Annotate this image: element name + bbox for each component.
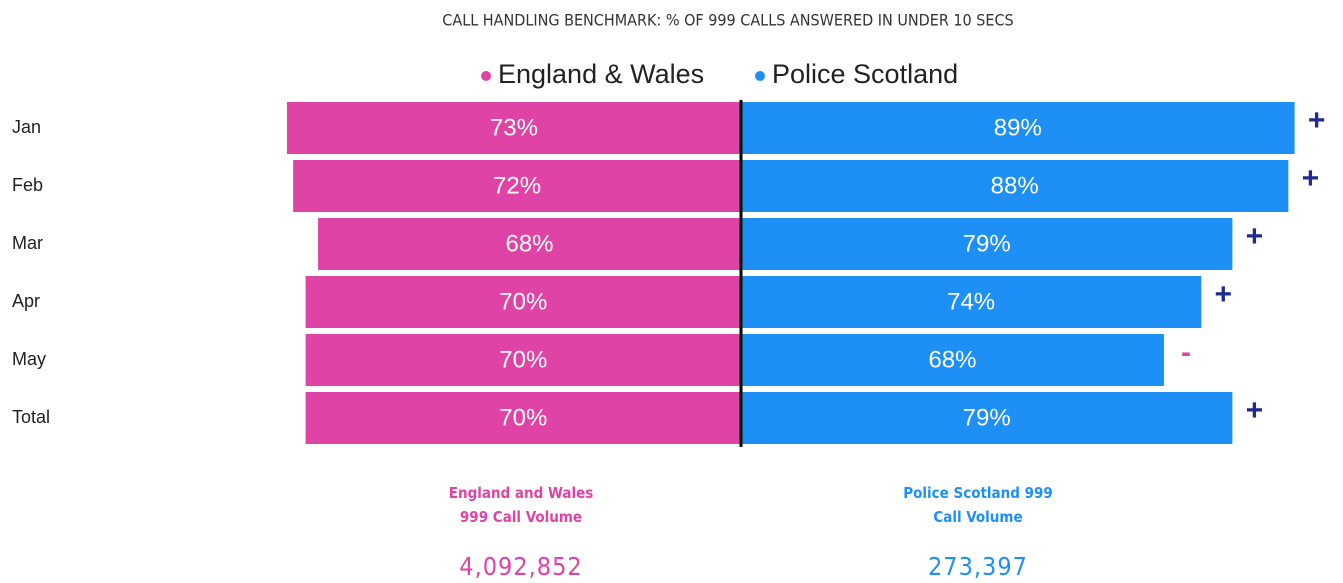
card-title: England and Wales 999 Call Volume [448,484,594,526]
card-value: 273,397 [928,552,1028,581]
y-tick-label: Mar [12,233,43,253]
y-tick-label: Total [12,407,50,427]
bar [286,102,741,154]
legend-label: Police Scotland [772,59,958,89]
bar [741,334,1164,386]
bar [741,160,1289,212]
card-value: 4,092,852 [459,552,583,581]
y-tick-label: Apr [12,291,40,311]
chart-title: CALL HANDLING BENCHMARK: % OF 999 CALLS … [442,11,1013,30]
data-label: 70% [499,346,547,373]
bar [293,160,741,212]
card-title: Police Scotland 999 Call Volume [903,484,1053,526]
change-indicator: + [1215,278,1233,311]
data-label: 88% [991,172,1039,199]
data-label: 74% [947,288,995,315]
bar [741,218,1233,270]
legend-marker [755,71,765,81]
y-tick-label: Feb [12,175,43,195]
legend-marker [481,71,491,81]
bar [741,392,1233,444]
bar [741,102,1295,154]
bar [305,392,741,444]
data-label: 68% [928,346,976,373]
data-label: 89% [994,114,1042,141]
legend: England & Wales Police Scotland [481,59,958,89]
data-label: 70% [499,404,547,431]
kpi-card: England and Wales 999 Call Volume 4,092,8… [391,480,651,581]
bar [741,276,1202,328]
change-indicator: + [1246,394,1264,427]
data-label: 70% [499,288,547,315]
data-label: 73% [490,114,538,141]
data-label: 68% [505,230,553,257]
bar [305,334,741,386]
data-label: 72% [493,172,541,199]
y-tick-label: Jan [12,117,41,137]
data-label: 79% [963,404,1011,431]
kpi-card: Police Scotland 999 Call Volume 273,397 [848,480,1108,581]
y-tick-label: May [12,349,46,369]
bar [305,276,741,328]
change-indicator: + [1246,220,1264,253]
legend-label: England & Wales [498,59,704,89]
change-indicator: + [1308,104,1326,137]
data-label: 79% [963,230,1011,257]
change-indicator: - [1181,336,1191,369]
change-indicator: + [1302,162,1320,195]
bar [318,218,741,270]
